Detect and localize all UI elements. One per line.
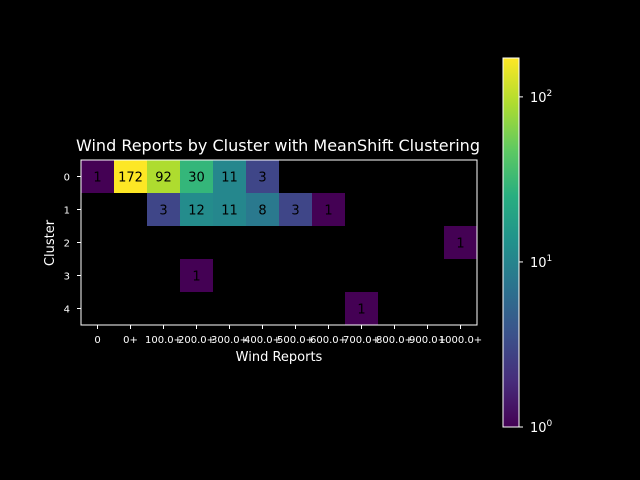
y-tick-label: 0	[64, 173, 70, 184]
y-tick-label: 3	[64, 272, 70, 283]
heatmap-cell	[246, 193, 279, 226]
heatmap-cell	[213, 160, 246, 193]
heatmap-cell	[147, 193, 180, 226]
x-axis-label: Wind Reports	[236, 350, 323, 365]
cell-value-label: 30	[188, 171, 205, 186]
heatmap-cell	[147, 160, 180, 193]
heatmap-cell	[81, 160, 114, 193]
y-axis-label: Cluster	[43, 219, 58, 266]
cell-value-label: 92	[155, 171, 172, 186]
x-tick-label: 500.0+	[277, 335, 314, 346]
heatmap-cell	[180, 259, 213, 292]
cell-value-label: 1	[456, 237, 464, 252]
cell-value-label: 1	[357, 303, 365, 318]
cell-value-label: 1	[93, 171, 101, 186]
heatmap-cell	[114, 160, 147, 193]
x-tick-label: 1000.0+	[439, 335, 482, 346]
cell-value-label: 1	[192, 270, 200, 285]
heatmap-cell	[345, 292, 378, 325]
cell-value-label: 8	[258, 204, 266, 219]
cell-value-label: 3	[258, 171, 266, 186]
x-tick-label: 700.0+	[343, 335, 380, 346]
heatmap-cell	[279, 193, 312, 226]
heatmap-cell	[180, 193, 213, 226]
x-tick-label: 600.0+	[310, 335, 347, 346]
cell-value-label: 1	[324, 204, 332, 219]
cell-value-label: 11	[221, 204, 238, 219]
colorbar	[502, 57, 520, 428]
cell-value-label: 3	[159, 204, 167, 219]
x-tick-label: 300.0+	[211, 335, 248, 346]
heatmap-cell	[312, 193, 345, 226]
x-tick-label: 800.0+	[376, 335, 413, 346]
heatmap-cell	[444, 226, 477, 259]
cell-value-label: 3	[291, 204, 299, 219]
cell-value-label: 11	[221, 171, 238, 186]
x-tick-label: 200.0+	[178, 335, 215, 346]
heatmap-cell	[180, 160, 213, 193]
y-tick-label: 4	[64, 305, 70, 316]
x-tick-label: 400.0+	[244, 335, 281, 346]
cell-value-label: 172	[118, 171, 143, 186]
x-tick-label: 0	[94, 335, 100, 346]
x-tick-label: 0+	[123, 335, 138, 346]
chart-title: Wind Reports by Cluster with MeanShift C…	[76, 136, 480, 155]
x-tick-label: 100.0+	[145, 335, 182, 346]
cell-value-label: 12	[188, 204, 205, 219]
heatmap-cell	[246, 160, 279, 193]
y-tick-label: 1	[64, 206, 70, 217]
x-axis-ticks: 0 0+ 100.0+200.0+300.0+400.0+500.0+600.0+7…	[94, 325, 482, 346]
y-axis-ticks: 0 1 2 3 4	[64, 173, 81, 316]
y-tick-label: 2	[64, 239, 70, 250]
x-tick-label: 900.0+	[409, 335, 446, 346]
heatmap-cell	[213, 193, 246, 226]
